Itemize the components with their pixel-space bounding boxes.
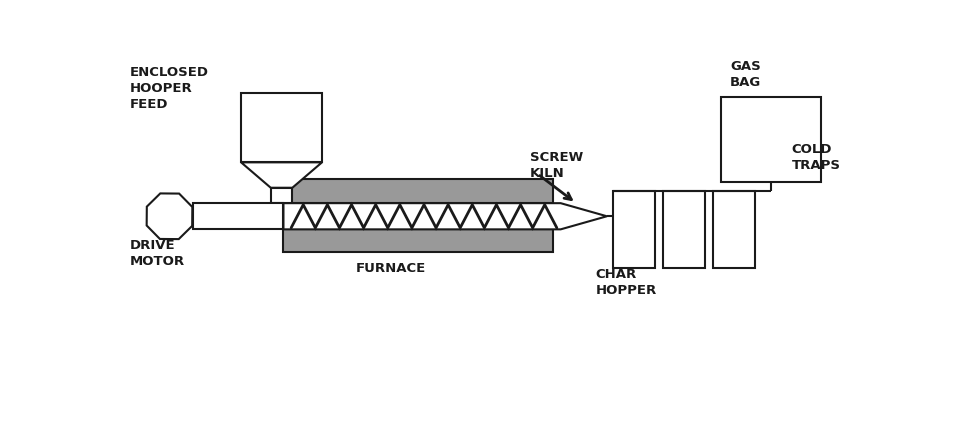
Text: SCREW
KILN: SCREW KILN [530, 151, 584, 180]
Polygon shape [147, 193, 192, 239]
Bar [284, 230, 553, 252]
Text: GAS
BAG: GAS BAG [730, 60, 761, 89]
Bar [271, 188, 292, 203]
Bar [713, 191, 755, 268]
Text: FURNACE: FURNACE [356, 263, 426, 275]
Bar [284, 179, 553, 203]
Text: ENCLOSED
HOOPER
FEED: ENCLOSED HOOPER FEED [130, 66, 208, 111]
Bar [613, 191, 655, 268]
Bar [241, 93, 322, 162]
Bar [721, 97, 821, 181]
Text: DRIVE
MOTOR: DRIVE MOTOR [130, 239, 184, 269]
Polygon shape [284, 203, 606, 230]
Text: CHAR
HOPPER: CHAR HOPPER [595, 268, 657, 297]
Bar [284, 203, 553, 230]
Polygon shape [241, 162, 322, 188]
Bar [663, 191, 706, 268]
Text: COLD
TRAPS: COLD TRAPS [792, 143, 840, 172]
Bar [193, 203, 284, 230]
